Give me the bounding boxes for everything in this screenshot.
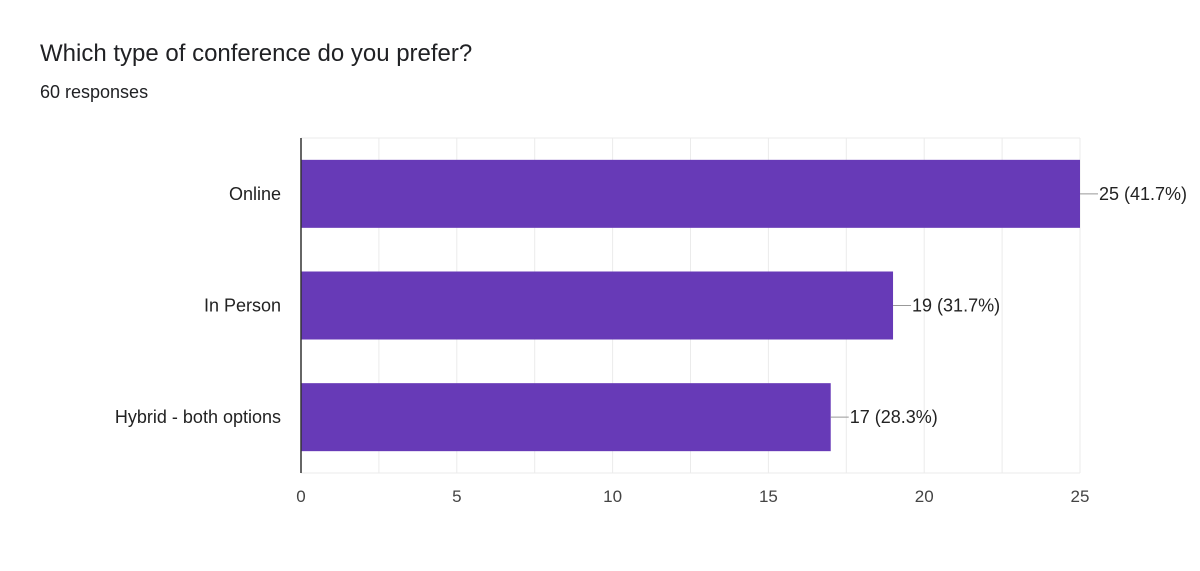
x-tick-label: 20	[915, 487, 934, 506]
bar	[301, 159, 1080, 228]
bar	[301, 271, 894, 340]
response-count: 60 responses	[40, 82, 149, 102]
x-tick-label: 0	[296, 487, 305, 506]
category-label: Online	[229, 184, 281, 204]
question-title: Which type of conference do you prefer?	[40, 40, 473, 67]
x-tick-label: 5	[452, 487, 461, 506]
labels: Online 25 (41.7%) In Person 19 (31.7%) Hybri…	[115, 184, 1187, 427]
bars	[301, 159, 1080, 452]
axes: 0 5 10 15 20 25	[296, 138, 1089, 506]
category-label: Hybrid - both options	[115, 407, 281, 427]
data-label: 25 (41.7%)	[1099, 184, 1187, 204]
bar	[301, 383, 831, 452]
x-tick-label: 10	[603, 487, 622, 506]
data-label: 17 (28.3%)	[850, 407, 938, 427]
category-label: In Person	[204, 296, 281, 316]
x-tick-label: 25	[1071, 487, 1090, 506]
x-tick-label: 15	[759, 487, 778, 506]
data-label: 19 (31.7%)	[912, 296, 1000, 316]
